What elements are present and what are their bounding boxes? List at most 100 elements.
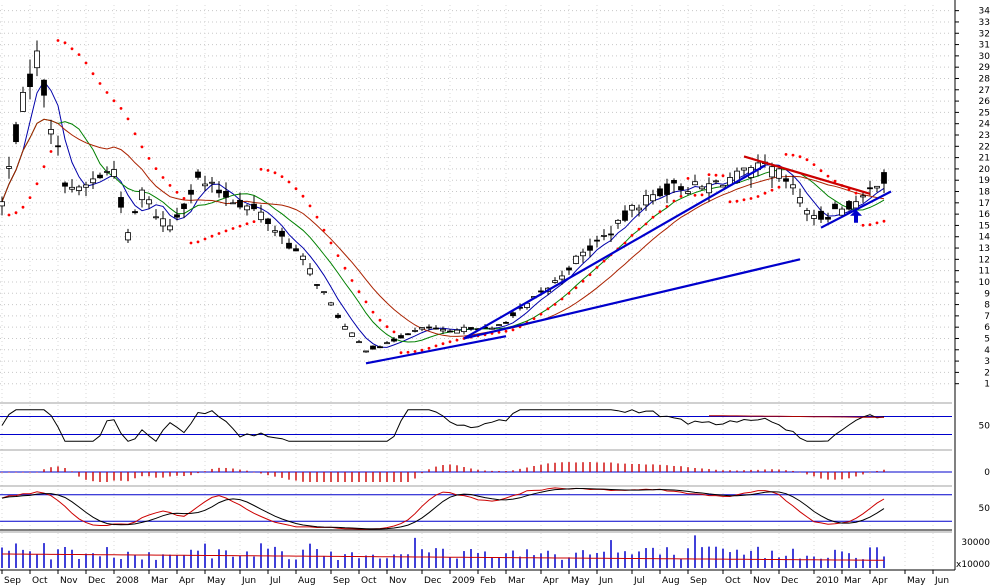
price-tick-label: 32 — [979, 29, 990, 39]
price-panel — [0, 39, 892, 365]
sar-dot — [882, 219, 886, 223]
sar-dot — [112, 99, 116, 103]
sar-dot — [532, 317, 536, 320]
candle-body — [307, 268, 313, 275]
macd-histogram-bar — [764, 469, 766, 472]
sar-dot — [392, 330, 396, 334]
price-tick-label: 22 — [979, 142, 990, 152]
macd-histogram-bar — [204, 471, 206, 472]
macd-histogram-bar — [85, 472, 87, 480]
macd-histogram-bar — [491, 470, 493, 472]
sar-dot — [854, 191, 858, 195]
candle-body — [398, 335, 404, 339]
sar-dot — [833, 179, 837, 183]
stoch-d-line — [1, 488, 885, 530]
sar-dot — [875, 221, 879, 225]
candle-body — [6, 166, 12, 169]
macd-histogram-bar — [708, 469, 710, 472]
macd-histogram-bar — [743, 470, 745, 472]
candle-body — [118, 197, 124, 208]
candle-body — [769, 166, 775, 178]
price-tick-label: 24 — [979, 120, 991, 130]
macd-histogram-bar — [414, 472, 416, 479]
sar-dot — [133, 132, 137, 136]
macd-histogram-bar — [841, 472, 843, 480]
macd-histogram-bar — [694, 467, 696, 472]
macd-histogram-bar — [883, 469, 885, 472]
candle-body — [370, 345, 376, 350]
price-tick-label: 21 — [979, 154, 990, 164]
sar-dot — [742, 198, 746, 202]
macd-histogram-bar — [253, 472, 255, 473]
macd-histogram-bar — [302, 472, 304, 482]
candle-body — [853, 201, 859, 209]
candle-body — [167, 225, 173, 231]
sar-dot — [714, 173, 718, 177]
sar-dot — [77, 53, 81, 56]
candle-body — [13, 124, 19, 143]
candle-body — [839, 208, 845, 216]
candle-body — [573, 255, 579, 264]
sar-dot — [595, 266, 599, 269]
volume-tick-label: 30000 — [961, 538, 990, 548]
sar-dot — [588, 273, 592, 277]
sar-dot — [560, 297, 564, 301]
candle-body — [776, 168, 782, 179]
candle-body — [321, 291, 327, 294]
sar-dot — [343, 266, 347, 270]
time-tick-label: Jun — [934, 576, 949, 586]
macd-histogram-bar — [799, 472, 801, 473]
sar-dot — [651, 215, 655, 219]
candle-body — [237, 199, 243, 208]
sar-dot — [637, 227, 641, 231]
sar-dot — [126, 117, 130, 121]
price-tick-label: 13 — [979, 244, 990, 254]
sar-dot — [294, 187, 298, 191]
macd-histogram-bar — [449, 464, 451, 472]
sar-dot — [280, 175, 284, 179]
sar-dot — [84, 61, 88, 65]
price-tick-label: 8 — [984, 301, 990, 311]
candle-body — [664, 183, 670, 195]
candle-body — [202, 183, 208, 187]
time-tick-label: 2009 — [452, 576, 475, 586]
macd-histogram-bar — [659, 464, 661, 472]
macd-histogram-bar — [36, 472, 38, 473]
macd-histogram-bar — [680, 466, 682, 472]
candle-body — [391, 338, 397, 342]
price-tick-label: 2 — [984, 368, 990, 378]
time-tick-label: Nov — [60, 576, 78, 586]
candle-body — [153, 216, 159, 219]
sar-dot — [728, 200, 732, 204]
candle-body — [447, 330, 453, 333]
macd-histogram-bar — [106, 472, 108, 482]
macd-tick-label: 0 — [984, 468, 990, 478]
candle-body — [692, 181, 698, 186]
price-tick-label: 26 — [979, 97, 991, 107]
time-tick-label: Dec — [88, 576, 105, 586]
price-tick-label: 4 — [984, 346, 990, 356]
sar-dot — [826, 174, 830, 178]
volume-scale-label: x10000 — [956, 560, 990, 570]
price-tick-label: 1 — [984, 380, 990, 390]
candle-body — [678, 186, 684, 191]
macd-histogram-bar — [190, 472, 192, 476]
time-tick-label: Oct — [725, 576, 741, 586]
price-tick-label: 12 — [979, 255, 990, 265]
time-tick-label: Aug — [298, 576, 316, 586]
macd-histogram-bar — [624, 463, 626, 472]
sar-dot — [21, 205, 25, 209]
candle-body — [503, 321, 509, 324]
sar-dot — [399, 351, 403, 355]
sar-dot — [154, 167, 158, 171]
candle-body — [489, 327, 495, 330]
candle-body — [538, 290, 544, 293]
price-tick-label: 34 — [979, 7, 991, 17]
sar-dot — [322, 228, 326, 232]
sar-dot — [266, 169, 270, 172]
candle-body — [790, 184, 796, 189]
macd-histogram-bar — [92, 472, 94, 482]
sar-dot — [427, 346, 431, 350]
macd-histogram-bar — [526, 467, 528, 472]
